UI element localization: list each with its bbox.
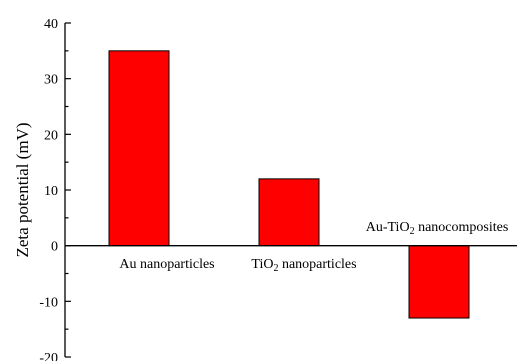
y-tick-labels: 40 30 20 10 0 -10 -20 <box>39 17 58 361</box>
y-tick-label: 10 <box>44 184 58 199</box>
category-label-1: Au nanoparticles <box>119 257 214 272</box>
category-label-3: Au-TiO2 nanocomposites <box>366 220 509 237</box>
y-axis-title: Zeta potential (mV) <box>13 122 32 257</box>
y-tick-label: 20 <box>44 128 58 143</box>
y-tick-label: 40 <box>44 17 58 32</box>
y-axis <box>64 22 517 358</box>
y-tick-label: 0 <box>51 240 58 255</box>
category-labels: Au nanoparticles TiO2 nanoparticles Au-TiO… <box>119 220 508 274</box>
y-tick-label: -20 <box>39 351 58 361</box>
y-tick-label: -10 <box>39 295 58 310</box>
bar-1 <box>108 50 170 247</box>
bar-3 <box>408 245 470 319</box>
bars-group <box>108 50 470 319</box>
bar-2 <box>258 178 320 247</box>
y-tick-label: 30 <box>44 73 58 88</box>
category-label-2: TiO2 nanoparticles <box>251 257 356 274</box>
